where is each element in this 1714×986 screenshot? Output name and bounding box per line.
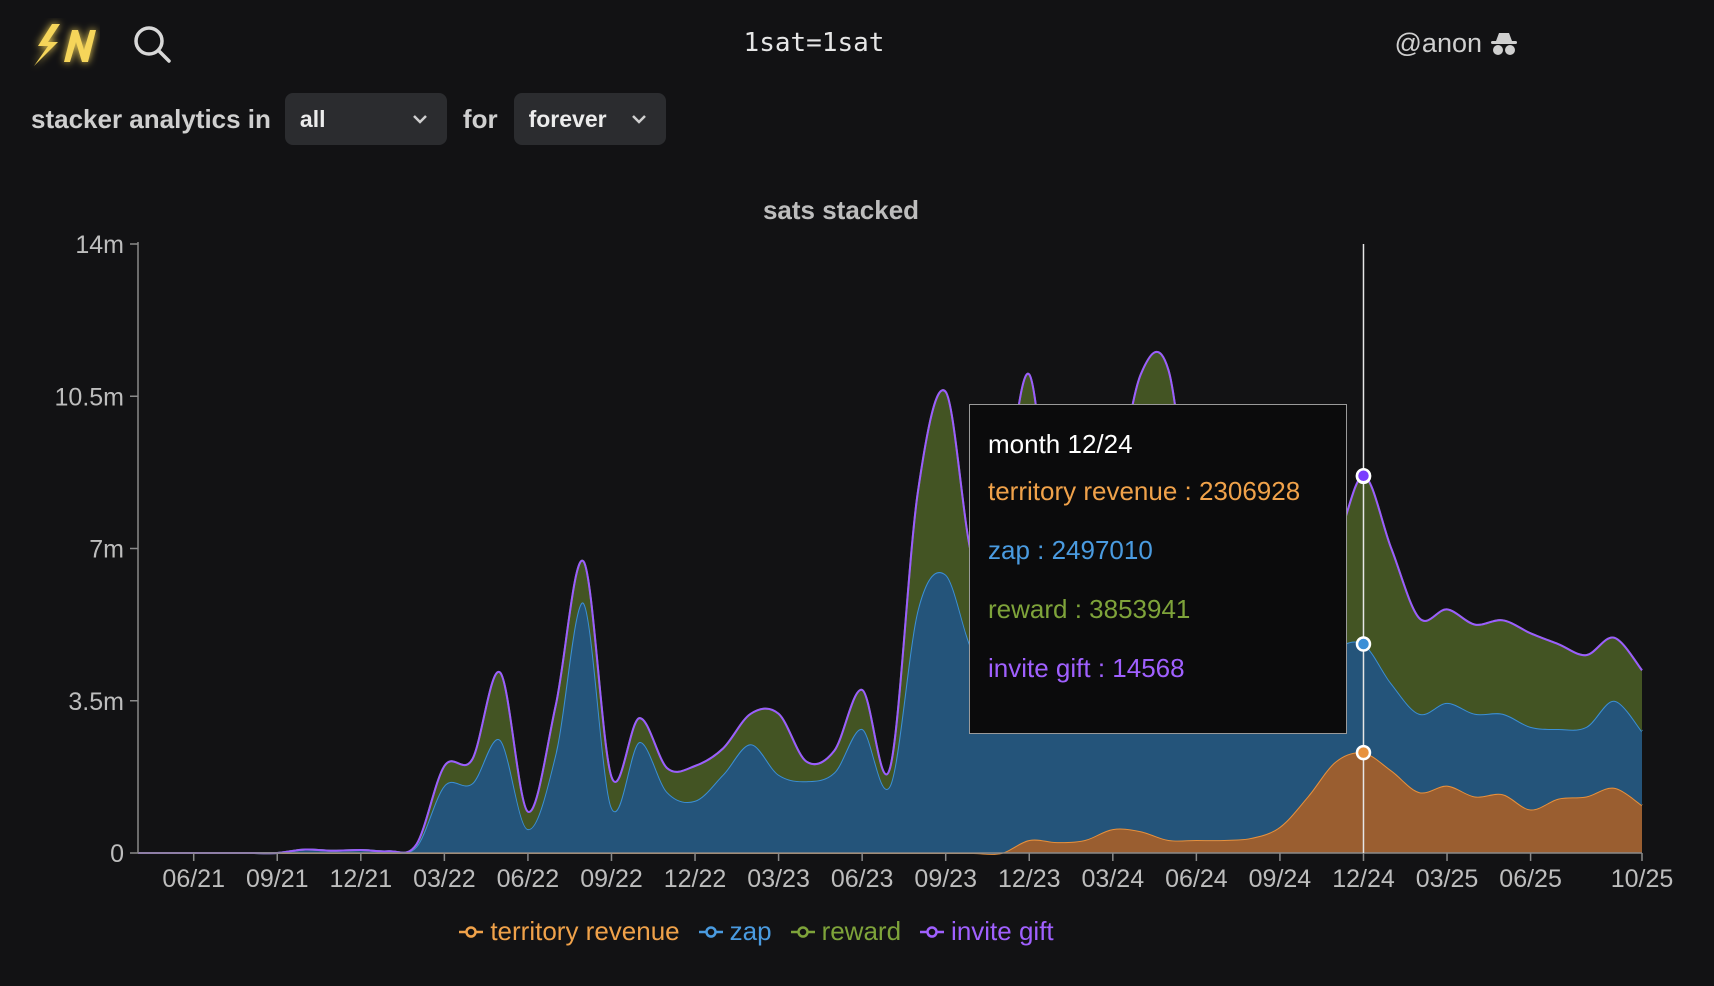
legend-label: territory revenue	[490, 916, 680, 946]
chart-legend: territory revenue zap reward invite gift	[0, 916, 1512, 947]
price-ticker[interactable]: 1sat=1sat	[743, 28, 885, 58]
top-navbar: 1sat=1sat @anon	[0, 0, 1714, 88]
x-tick-label: 06/23	[831, 865, 894, 893]
x-tick-label: 12/23	[998, 865, 1061, 893]
legend-label: zap	[729, 916, 772, 946]
analytics-filters: stacker analytics in all for forever	[31, 93, 666, 145]
y-tick-label: 7m	[89, 536, 124, 564]
x-tick-label: 10/25	[1611, 865, 1674, 893]
x-tick-label: 06/22	[497, 865, 560, 893]
legend-item-reward[interactable]: reward	[790, 916, 901, 947]
x-tick-label: 12/22	[664, 865, 727, 893]
x-tick-label: 09/24	[1249, 865, 1312, 893]
legend-label: reward	[821, 916, 902, 946]
when-select[interactable]: forever	[513, 93, 666, 145]
tooltip-row: reward : 3853941	[988, 594, 1191, 624]
tooltip-row: territory revenue : 2306928	[988, 476, 1301, 506]
legend-label: invite gift	[951, 916, 1054, 946]
sub-select[interactable]: all	[284, 93, 447, 145]
legend-item-zap[interactable]: zap	[698, 916, 772, 947]
x-tick-label: 06/24	[1165, 865, 1228, 893]
username-label: @anon	[1394, 28, 1482, 58]
x-tick-label: 03/24	[1082, 865, 1145, 893]
legend-line-dot-icon	[790, 925, 815, 938]
x-tick-label: 09/23	[914, 865, 977, 893]
tooltip-row: zap : 2497010	[988, 535, 1153, 565]
legend-item-territory-revenue[interactable]: territory revenue	[458, 916, 680, 947]
hover-point-invite-gift	[1355, 467, 1372, 484]
y-tick-label: 3.5m	[68, 688, 124, 716]
x-tick-label: 09/22	[580, 865, 643, 893]
x-tick-label: 09/21	[246, 865, 309, 893]
legend-item-invite-gift[interactable]: invite gift	[919, 916, 1054, 947]
search-icon[interactable]	[132, 24, 172, 64]
filter-for-label: for	[462, 103, 498, 134]
chevron-down-icon	[631, 115, 646, 124]
sub-select-value: all	[299, 105, 326, 132]
chart-title: sats stacked	[762, 195, 920, 225]
lightning-sn-logo-icon[interactable]	[30, 18, 100, 72]
chart-tooltip: month 12/24 territory revenue : 2306928 z…	[969, 404, 1347, 734]
hover-point-territory-revenue	[1355, 744, 1372, 761]
tooltip-title: month 12/24	[988, 429, 1133, 459]
legend-line-dot-icon	[920, 925, 945, 938]
area-zap[interactable]	[138, 572, 1642, 854]
x-tick-label: 03/22	[413, 865, 476, 893]
chevron-down-icon	[413, 115, 427, 124]
x-tick-label: 12/21	[330, 865, 393, 893]
legend-line-dot-icon	[698, 925, 723, 938]
x-tick-label: 06/25	[1499, 865, 1562, 893]
legend-line-dot-icon	[459, 925, 484, 938]
x-tick-label: 03/25	[1416, 865, 1479, 893]
y-tick-label: 0	[110, 840, 124, 868]
when-select-value: forever	[528, 105, 607, 132]
x-tick-label: 06/21	[162, 865, 225, 893]
x-tick-label: 12/24	[1332, 865, 1395, 893]
area-territory-revenue[interactable]	[138, 752, 1642, 854]
incognito-icon	[1491, 32, 1517, 55]
hover-point-zap	[1355, 636, 1372, 652]
y-tick-label: 10.5m	[55, 383, 124, 411]
filter-prefix-label: stacker analytics in	[31, 103, 271, 134]
user-menu[interactable]: @anon	[1395, 28, 1518, 59]
y-tick-label: 14m	[75, 231, 124, 259]
tooltip-row: invite gift : 14568	[988, 653, 1185, 683]
x-tick-label: 03/23	[747, 865, 810, 893]
